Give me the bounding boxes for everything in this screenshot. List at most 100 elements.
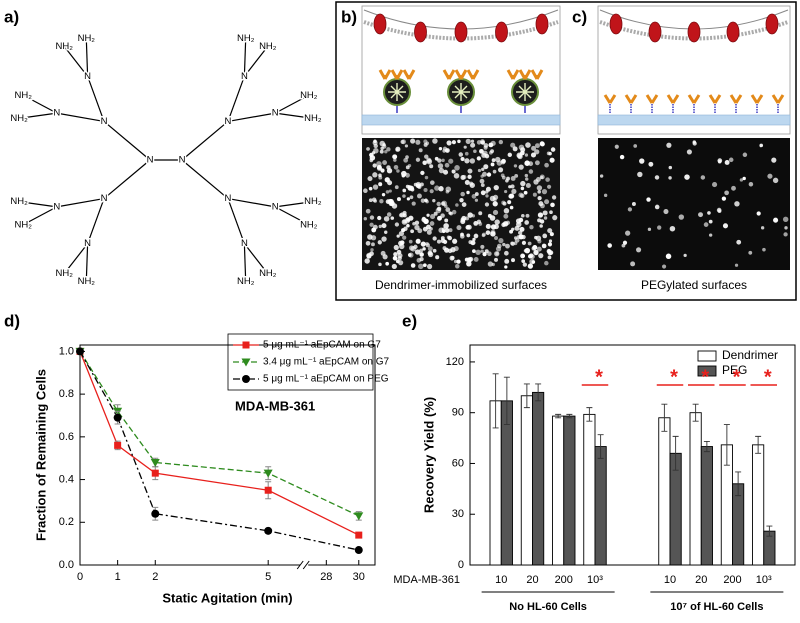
cell-dot bbox=[460, 175, 466, 180]
cell-dot bbox=[408, 245, 415, 251]
cell-dot bbox=[497, 167, 504, 173]
cell-dot bbox=[692, 140, 697, 144]
cell-dot bbox=[419, 182, 424, 187]
cell-dot bbox=[423, 263, 427, 268]
cell-dot bbox=[473, 257, 479, 262]
cell-dot bbox=[402, 188, 407, 193]
cell-dot bbox=[468, 240, 473, 245]
cell-dot bbox=[481, 232, 486, 237]
cell-dot bbox=[434, 156, 439, 161]
marker bbox=[114, 441, 122, 449]
membrane-protein bbox=[535, 13, 549, 35]
cell-dot bbox=[502, 242, 506, 247]
cell-dot bbox=[548, 239, 553, 243]
bar bbox=[532, 391, 545, 566]
cell-dot bbox=[518, 144, 525, 151]
cell-dot bbox=[551, 195, 557, 200]
cell-dot bbox=[538, 201, 544, 207]
cell-dot bbox=[734, 263, 739, 267]
cell-dot bbox=[460, 191, 465, 197]
cell-dot bbox=[403, 226, 408, 231]
cell-dot bbox=[532, 192, 537, 197]
atom-label: NH₂ bbox=[300, 219, 318, 230]
cell-dot bbox=[426, 213, 430, 217]
cell-dot bbox=[703, 222, 709, 227]
cell-dot bbox=[514, 173, 519, 178]
cell-dot bbox=[457, 139, 461, 144]
cell-dot bbox=[470, 139, 475, 143]
cell-dot bbox=[474, 192, 479, 196]
cell-dot bbox=[395, 148, 399, 152]
cell-dot bbox=[432, 236, 437, 241]
cell-dot bbox=[724, 190, 729, 196]
cell-dot bbox=[385, 190, 390, 194]
cell-dot bbox=[415, 139, 421, 145]
cell-dot bbox=[440, 213, 445, 218]
cell-dot bbox=[530, 152, 537, 158]
marker bbox=[264, 526, 273, 535]
significance-mark: * bbox=[701, 366, 709, 388]
atom-label: N bbox=[272, 108, 279, 119]
antibody bbox=[624, 94, 638, 104]
cell-dot bbox=[458, 152, 464, 157]
cell-dot bbox=[495, 246, 502, 252]
cell-dot bbox=[476, 140, 482, 145]
cell-dot bbox=[379, 140, 385, 147]
cell-dot bbox=[484, 202, 490, 207]
cell-dot bbox=[466, 190, 470, 195]
cell-dot bbox=[441, 229, 446, 234]
bond bbox=[243, 243, 247, 282]
cell-dot bbox=[521, 240, 527, 245]
cell-dot bbox=[393, 165, 399, 170]
cell-dot bbox=[717, 209, 722, 214]
cell-dot bbox=[372, 172, 378, 178]
cell-dot bbox=[415, 157, 421, 162]
cell-dot bbox=[668, 176, 672, 180]
x-tick-label: 10 bbox=[664, 574, 676, 586]
cell-dot bbox=[437, 163, 444, 169]
cell-dot bbox=[498, 139, 504, 145]
plot-frame bbox=[469, 344, 796, 566]
cell-dot bbox=[456, 225, 462, 231]
cell-dot bbox=[504, 258, 510, 264]
cell-dot bbox=[663, 209, 669, 215]
dendrimer-star bbox=[452, 83, 470, 101]
antibody bbox=[750, 94, 764, 104]
cell-dot bbox=[444, 218, 449, 223]
cell-dot bbox=[525, 177, 529, 181]
cell-dot bbox=[482, 252, 487, 257]
antibody bbox=[603, 94, 617, 104]
bond bbox=[63, 243, 89, 274]
cell-dot bbox=[539, 219, 545, 224]
cell-dot bbox=[383, 216, 390, 222]
atom-label: NH₂ bbox=[10, 196, 28, 207]
cell-dot bbox=[485, 223, 491, 230]
cell-dot bbox=[424, 198, 428, 203]
cell-dot bbox=[443, 223, 449, 229]
cell-dot bbox=[524, 160, 530, 166]
cell-dot bbox=[549, 157, 555, 163]
cell-dot bbox=[506, 176, 510, 181]
cell-dot bbox=[480, 183, 485, 188]
cell-dot bbox=[422, 226, 428, 232]
cell-dot bbox=[481, 167, 485, 171]
cell-dot bbox=[422, 160, 427, 166]
cell-dot bbox=[536, 185, 543, 191]
x-tick-label: 10 bbox=[495, 574, 507, 586]
legend-label: 3.4 μg mL⁻¹ aEpCAM on G7 bbox=[263, 357, 390, 368]
cell-dot bbox=[464, 180, 470, 185]
significance-mark: * bbox=[670, 366, 678, 388]
cell-dot bbox=[539, 141, 545, 147]
cell-dot bbox=[547, 242, 553, 247]
error-bar bbox=[566, 413, 573, 419]
cell-dot bbox=[415, 238, 421, 244]
cell-dot bbox=[654, 204, 660, 210]
cell-dot bbox=[460, 232, 464, 237]
cell-dot bbox=[505, 220, 511, 225]
cell-dot bbox=[494, 251, 500, 257]
cell-dot bbox=[514, 236, 518, 240]
cell-dot bbox=[495, 156, 501, 163]
cell-dot bbox=[416, 257, 422, 263]
bond bbox=[22, 94, 58, 114]
cell-dot bbox=[513, 164, 518, 168]
